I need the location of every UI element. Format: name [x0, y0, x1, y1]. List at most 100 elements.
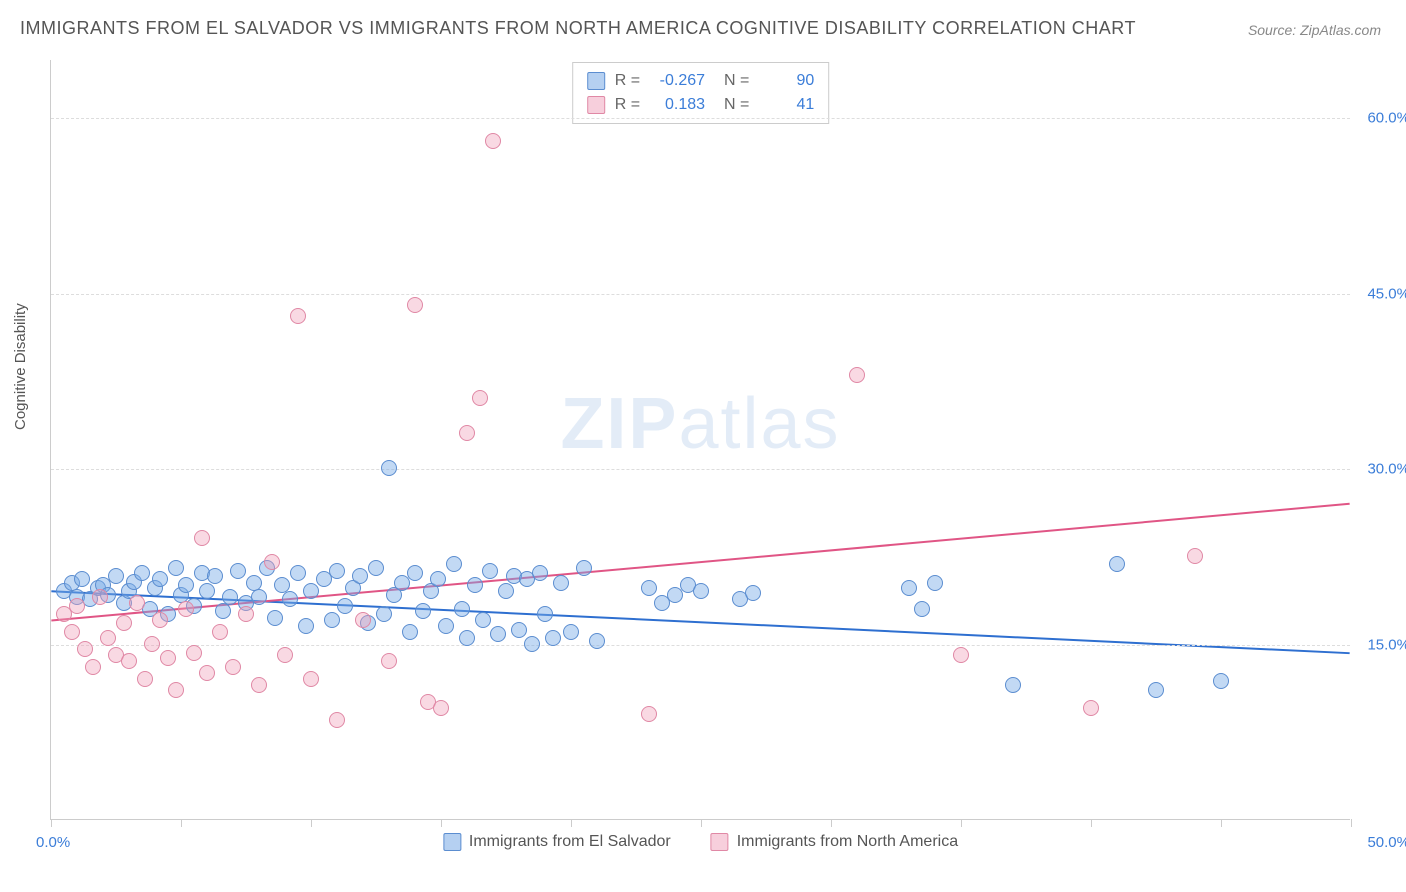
data-point	[376, 606, 392, 622]
legend-item-blue: Immigrants from El Salvador	[443, 833, 671, 851]
data-point	[303, 583, 319, 599]
data-point	[77, 641, 93, 657]
data-point	[381, 653, 397, 669]
y-tick-label: 45.0%	[1367, 285, 1406, 302]
data-point	[459, 425, 475, 441]
data-point	[927, 575, 943, 591]
data-point	[222, 589, 238, 605]
data-point	[490, 626, 506, 642]
data-point	[914, 601, 930, 617]
data-point	[641, 706, 657, 722]
data-point	[537, 606, 553, 622]
r-value-pink: 0.183	[650, 93, 705, 117]
data-point	[108, 568, 124, 584]
data-point	[472, 390, 488, 406]
data-point	[641, 580, 657, 596]
data-point	[267, 610, 283, 626]
data-point	[438, 618, 454, 634]
grid-line	[51, 469, 1350, 470]
data-point	[298, 618, 314, 634]
data-point	[576, 560, 592, 576]
data-point	[511, 622, 527, 638]
data-point	[129, 595, 145, 611]
data-point	[85, 659, 101, 675]
data-point	[152, 571, 168, 587]
data-point	[277, 647, 293, 663]
data-point	[178, 601, 194, 617]
data-point	[329, 712, 345, 728]
trend-lines	[51, 60, 1350, 819]
r-value-blue: -0.267	[650, 69, 705, 93]
y-tick-label: 15.0%	[1367, 636, 1406, 653]
data-point	[430, 571, 446, 587]
data-point	[137, 671, 153, 687]
data-point	[381, 460, 397, 476]
data-point	[199, 583, 215, 599]
data-point	[402, 624, 418, 640]
x-tick	[831, 819, 832, 827]
swatch-blue	[587, 72, 605, 90]
grid-line	[51, 645, 1350, 646]
data-point	[1213, 673, 1229, 689]
data-point	[290, 308, 306, 324]
data-point	[467, 577, 483, 593]
data-point	[849, 367, 865, 383]
data-point	[230, 563, 246, 579]
data-point	[92, 589, 108, 605]
data-point	[355, 612, 371, 628]
data-point	[238, 606, 254, 622]
x-tick	[311, 819, 312, 827]
n-value-blue: 90	[759, 69, 814, 93]
swatch-pink	[587, 96, 605, 114]
x-tick-first: 0.0%	[36, 834, 70, 851]
data-point	[454, 601, 470, 617]
data-point	[553, 575, 569, 591]
data-point	[324, 612, 340, 628]
x-tick	[701, 819, 702, 827]
data-point	[290, 565, 306, 581]
data-point	[194, 530, 210, 546]
data-point	[144, 636, 160, 652]
data-point	[152, 612, 168, 628]
data-point	[212, 624, 228, 640]
data-point	[693, 583, 709, 599]
data-point	[482, 563, 498, 579]
data-point	[168, 682, 184, 698]
data-point	[498, 583, 514, 599]
data-point	[901, 580, 917, 596]
data-point	[251, 589, 267, 605]
grid-line	[51, 118, 1350, 119]
data-point	[524, 636, 540, 652]
data-point	[1187, 548, 1203, 564]
data-point	[352, 568, 368, 584]
swatch-pink-icon	[711, 833, 729, 851]
data-point	[215, 603, 231, 619]
data-point	[407, 565, 423, 581]
data-point	[446, 556, 462, 572]
x-tick	[441, 819, 442, 827]
x-tick	[1091, 819, 1092, 827]
x-tick-last: 50.0%	[1367, 834, 1406, 851]
series-legend: Immigrants from El Salvador Immigrants f…	[443, 833, 958, 851]
data-point	[475, 612, 491, 628]
data-point	[116, 615, 132, 631]
x-tick	[961, 819, 962, 827]
data-point	[199, 665, 215, 681]
data-point	[251, 677, 267, 693]
grid-line	[51, 294, 1350, 295]
data-point	[1109, 556, 1125, 572]
data-point	[225, 659, 241, 675]
x-tick	[51, 819, 52, 827]
data-point	[64, 624, 80, 640]
data-point	[282, 591, 298, 607]
swatch-blue-icon	[443, 833, 461, 851]
correlation-legend: R = -0.267 N = 90 R = 0.183 N = 41	[572, 62, 830, 124]
data-point	[1005, 677, 1021, 693]
data-point	[69, 598, 85, 614]
x-tick	[181, 819, 182, 827]
legend-item-pink: Immigrants from North America	[711, 833, 958, 851]
data-point	[178, 577, 194, 593]
data-point	[459, 630, 475, 646]
plot-area: ZIPatlas R = -0.267 N = 90 R = 0.183 N =…	[50, 60, 1350, 820]
x-tick	[571, 819, 572, 827]
